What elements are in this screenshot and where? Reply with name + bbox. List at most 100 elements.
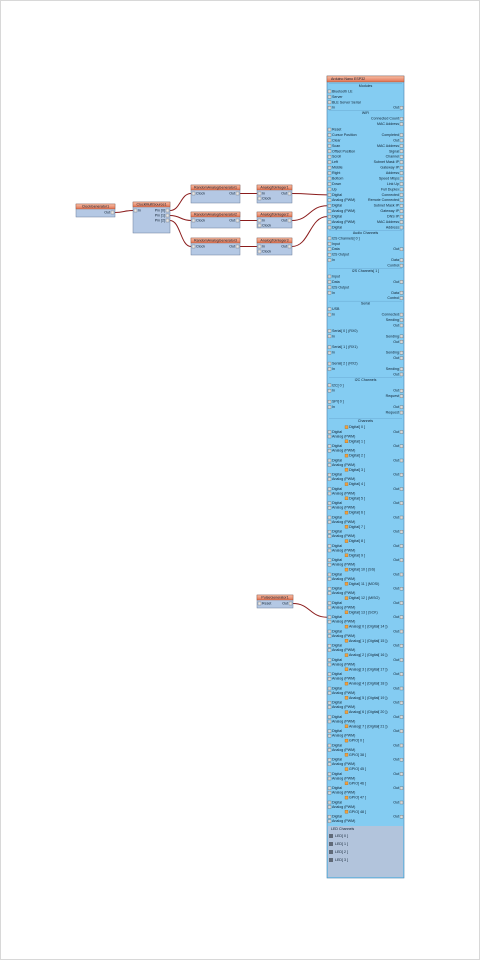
board-pin-label: Input xyxy=(332,242,340,246)
board-pin-label: USB xyxy=(332,307,340,311)
board-pin-label: Sending xyxy=(386,318,399,322)
board-pin-label: I2S Channels[ 0 ] xyxy=(332,236,360,240)
board-pin-label: Digital xyxy=(332,729,342,733)
board-input-pin xyxy=(327,171,332,175)
output-pin xyxy=(110,210,115,215)
board-output-pin xyxy=(399,572,404,577)
node-label: PulseGenerator1 xyxy=(261,596,288,600)
board-pin-label: Analog (PWM) xyxy=(332,791,355,795)
board-output-pin xyxy=(399,372,404,377)
board-input-pin xyxy=(327,515,332,520)
led-icon xyxy=(329,842,333,846)
output-pin xyxy=(235,244,240,249)
board-bottom-area xyxy=(328,826,403,877)
board-output-pin xyxy=(399,800,404,805)
board-input-pin xyxy=(327,367,332,371)
channel-title: GPIO[ 48 ] xyxy=(349,810,366,814)
board-output-pin xyxy=(399,296,404,300)
board-pin-label: Digital xyxy=(332,193,342,197)
board-pin-label: Digital xyxy=(332,772,342,776)
board-pin-label: Reset xyxy=(332,127,341,131)
board-pin-label: SPI[ 0 ] xyxy=(332,400,344,404)
board-pin-label: Analog (PWM) xyxy=(332,520,355,524)
board-input-pin xyxy=(327,734,332,738)
board-output-pin xyxy=(399,410,404,415)
pin-label: In xyxy=(138,208,141,212)
output-pin xyxy=(287,244,292,249)
led-label: LED[ 0 ] xyxy=(335,834,348,838)
board-pin-label: Out xyxy=(393,340,399,344)
board-pin-label: Analog (PWM) xyxy=(332,563,355,567)
board-input-pin xyxy=(327,285,332,290)
board-input-pin xyxy=(327,815,332,819)
board-input-pin xyxy=(327,729,332,733)
channel-icon xyxy=(344,496,349,501)
board-pin-label: Up xyxy=(332,187,337,191)
channel-icon xyxy=(344,567,349,572)
board-pin-label: Digital xyxy=(332,786,342,790)
board-input-pin xyxy=(327,361,332,366)
channel-title: Digital[ 5 ] xyxy=(349,496,365,500)
pin-label: Clock xyxy=(262,223,271,227)
board-pin-label: Completed xyxy=(382,133,399,137)
pin-label: Out xyxy=(282,601,288,605)
node-label: AnalogToInteger2 xyxy=(260,213,288,217)
board-pin-label: Scroll xyxy=(332,155,341,159)
channel-icon xyxy=(344,639,349,643)
board-pin-label: Left xyxy=(332,160,338,164)
board-output-pin xyxy=(399,225,404,230)
channel-title: Analog[ 6 ] (Digital[ 20 ]) xyxy=(349,710,388,714)
board-pin-label: Link Up xyxy=(387,182,399,186)
channel-title: Analog[ 5 ] (Digital[ 19 ]) xyxy=(349,696,388,700)
board-input-pin xyxy=(327,819,332,823)
board-output-pin xyxy=(399,204,404,208)
board-pin-label: Analog (PWM) xyxy=(332,620,355,624)
board-pin-label: Out xyxy=(393,247,399,251)
board-output-pin xyxy=(399,165,404,170)
board-pin-label: Digital xyxy=(332,487,342,491)
board-pin-label: Bottom xyxy=(332,176,343,180)
node-label: RandomAnalogGenerator1 xyxy=(194,186,237,190)
board-pin-label: Right xyxy=(332,171,340,175)
board-input-pin xyxy=(327,214,332,219)
board-input-pin xyxy=(327,677,332,681)
board-pin-label: Out xyxy=(393,587,399,591)
board-output-pin xyxy=(399,444,404,448)
board-pin-label: Digital xyxy=(332,629,342,633)
board-title: Arduino Nano ESP32 xyxy=(331,77,365,81)
board-input-pin xyxy=(327,473,332,477)
board-pin-label: Out xyxy=(393,815,399,819)
board-input-pin xyxy=(327,405,332,409)
board-pin-label: Control xyxy=(387,296,399,300)
board-pin-label: Input xyxy=(332,274,340,278)
channel-icon xyxy=(344,468,349,472)
board-output-pin xyxy=(399,615,404,619)
board-output-pin xyxy=(399,133,404,137)
board-input-pin xyxy=(327,242,332,246)
board-input-pin xyxy=(327,106,332,110)
board-input-pin xyxy=(327,274,332,279)
board-input-pin xyxy=(327,329,332,333)
board-pin-label: Digital xyxy=(332,572,342,576)
board-pin-label: Analog (PWM) xyxy=(332,534,355,538)
channel-icon xyxy=(344,425,349,429)
board-pin-label: Data xyxy=(391,258,399,262)
board-pin-label: Remote Connected xyxy=(368,198,399,202)
channel-title: Digital[ 0 ] xyxy=(349,425,365,429)
board-output-pin xyxy=(399,171,404,175)
output-pin xyxy=(287,218,292,223)
board-output-pin xyxy=(399,815,404,819)
board-input-pin xyxy=(327,247,332,251)
node-header xyxy=(190,237,241,244)
channel-title: Digital[ 6 ] xyxy=(349,511,365,515)
board-pin-label: Cursor Position xyxy=(332,133,357,137)
board-pin-label: Digital xyxy=(332,800,342,804)
board-output-pin xyxy=(399,394,404,398)
board-output-pin xyxy=(399,312,404,317)
board-pin-label: Out xyxy=(393,458,399,462)
board-input-pin xyxy=(327,805,332,809)
board-input-pin xyxy=(327,648,332,652)
